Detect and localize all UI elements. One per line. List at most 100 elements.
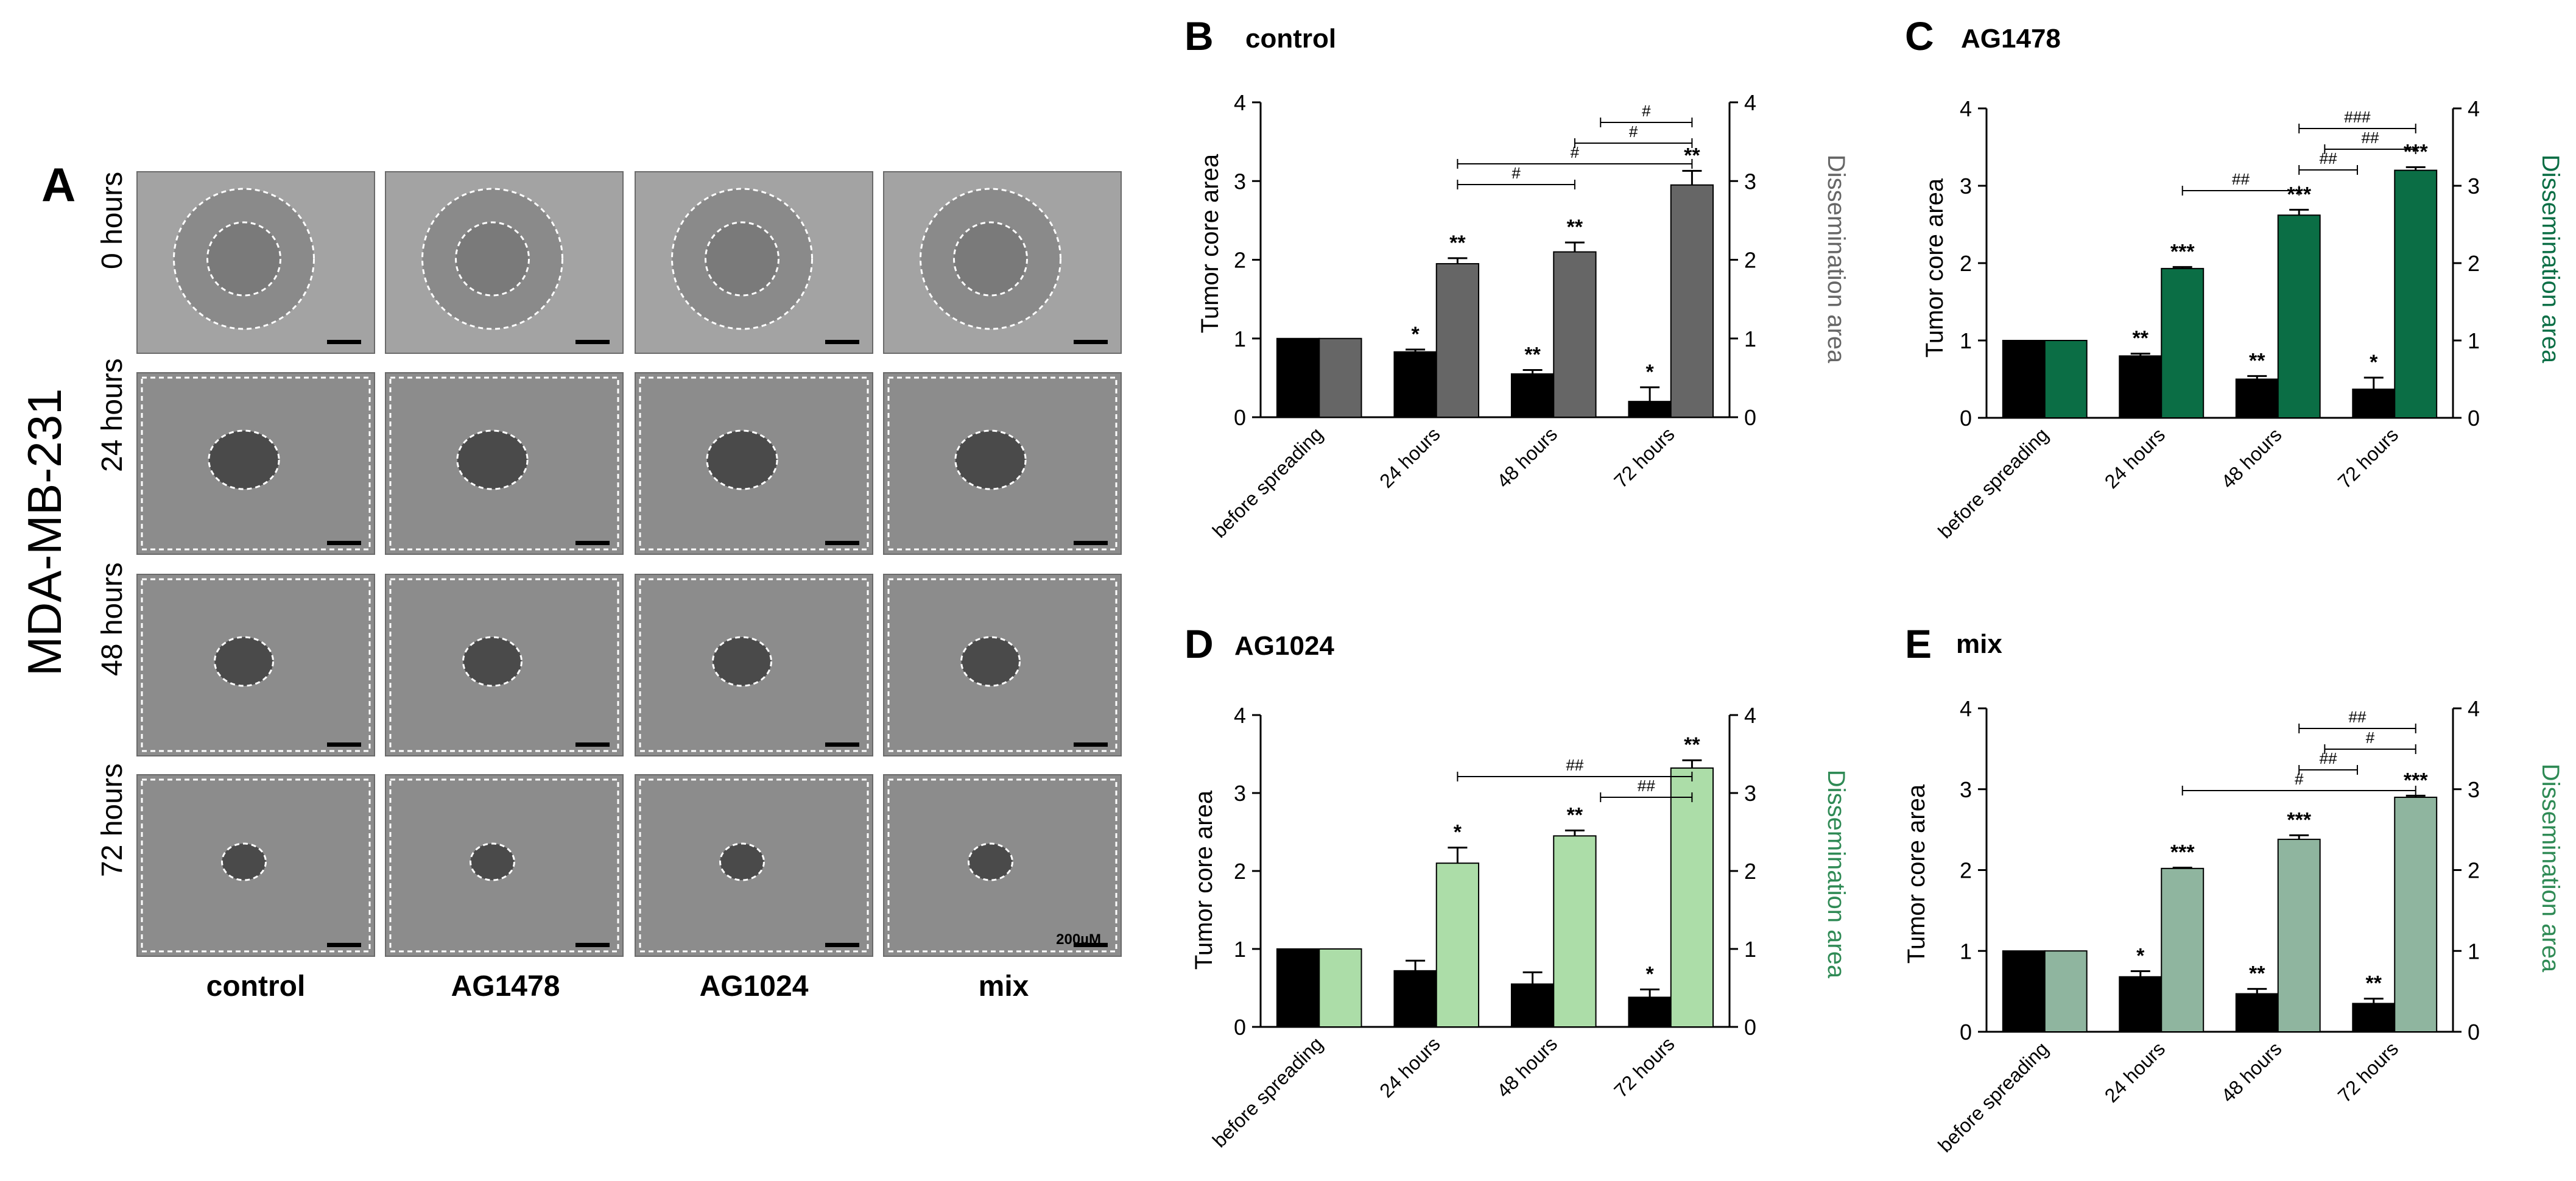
right-tick-label: 1 [1744,937,1756,962]
dissemination-bar [2161,867,2205,1032]
right-tick-label: 0 [2468,1020,2480,1045]
category-label: 48 hours [2217,423,2286,493]
panel-e-letter: E [1905,621,1932,666]
category-label: 48 hours [2217,1037,2286,1107]
row-label-48h: 48 hours [96,562,128,676]
left-tick-label: 2 [1960,858,1972,883]
cell-line-label: MDA-MB-231 [18,389,71,676]
dissemination-bar [2161,267,2205,419]
scale-bar [1074,943,1108,947]
category-label: 72 hours [2334,1037,2403,1107]
dissemination-bar [2044,340,2088,418]
panel-b-plot: 0 0 1 1 2 2 3 3 4 4 before spreading 24 hours 48 hou… [1208,90,1756,542]
tumor-core-outline [456,429,529,490]
comparison-label: # [1571,143,1580,161]
tumor-core-bar [1628,996,1672,1028]
scale-bar [327,742,361,747]
dissemination-outline [141,376,371,551]
dissemination-bar [1318,337,1362,418]
significance-star: *** [2170,841,2195,864]
right-tick-label: 4 [1744,703,1756,728]
panel-d-ylabel: Tumor core area [1191,790,1217,970]
comparison-label: ## [2349,708,2367,726]
right-tick-label: 2 [1744,248,1756,273]
left-tick-label: 0 [1234,1015,1246,1040]
micrograph-ag1024-24h [635,372,873,555]
tumor-core-bar [2119,976,2163,1032]
category-label: 24 hours [1375,423,1445,492]
right-tick-label: 2 [2468,251,2480,276]
significance-star: *** [2170,240,2195,263]
panel-d-plot: 0 0 1 1 2 2 3 3 4 4 before spreading 24 hours 48 hou… [1208,703,1756,1152]
left-tick-label: 2 [1960,251,1972,276]
category-label: before spreading [1208,1032,1327,1151]
tumor-core-outline [208,429,280,490]
dissemination-outline [141,578,371,752]
panel-b-chart: B control Tumor core area Dissemination … [1184,13,1849,542]
comparison-label: ## [2320,149,2337,167]
comparison-label: ## [1566,756,1583,774]
left-tick-label: 3 [1234,169,1246,194]
right-tick-label: 1 [2468,328,2480,353]
left-tick-label: 4 [1234,703,1246,728]
tumor-core-bar [1276,337,1320,418]
significance-star: ** [2249,962,2265,985]
row-label-24h: 24 hours [96,358,128,472]
panel-c-title: AG1478 [1961,24,2061,54]
row-label-0h: 0 hours [96,172,128,269]
significance-star: * [1454,821,1462,844]
micrograph-mix-0h [883,171,1122,354]
dissemination-bar [1435,862,1480,1028]
panel-b-letter: B [1184,13,1214,58]
micrograph-control-0h [136,171,375,354]
right-tick-label: 1 [1744,326,1756,351]
dissemination-outline [639,376,869,551]
left-tick-label: 3 [1234,781,1246,806]
micrograph-ag1024-48h [635,574,873,756]
left-tick-label: 4 [1960,696,1972,721]
significance-star: ** [2249,349,2265,372]
column-labels: control AG1478 AG1024 mix [206,970,1029,1003]
col-label-mix: mix [979,970,1029,1003]
tumor-core-bar [2002,340,2046,418]
comparison-label: # [1642,102,1651,120]
right-tick-label: 0 [1744,1015,1756,1040]
micrograph-ag1024-0h [635,171,873,354]
left-tick-label: 0 [1234,405,1246,430]
comparison-label: ## [2362,129,2379,147]
dissemination-bar [2277,214,2321,418]
left-tick-label: 0 [1960,1020,1972,1045]
category-label: before spreading [1208,423,1327,541]
panel-e-y2label: Dissemination area [2537,764,2564,973]
scale-bar [575,541,610,545]
left-tick-label: 1 [1960,939,1972,964]
significance-star: * [2370,351,2378,374]
right-tick-label: 3 [2468,777,2480,802]
category-label: 72 hours [1610,423,1679,492]
right-tick-label: 0 [2468,406,2480,431]
right-tick-label: 4 [2468,96,2480,121]
panel-b-y2label: Dissemination area [1823,155,1849,364]
panel-a-micrograph-grid: A MDA-MB-231 0 hours 24 hours 48 hours 7… [18,158,1122,1003]
col-label-ag1478: AG1478 [451,970,560,1003]
category-label: before spreading [1934,1037,2052,1156]
micrograph-cells [136,171,1122,957]
comparison-label: ## [2232,170,2250,188]
tumor-core-outline [953,221,1028,297]
panel-e-plot: 0 0 1 1 2 2 3 3 4 4 before spreading 24 hours 48 hou… [1934,696,2480,1157]
scale-bar [575,943,610,947]
dissemination-outline [389,376,619,551]
micrograph-control-48h [136,574,375,756]
significance-star: * [1645,963,1654,986]
tumor-core-bar [1510,983,1555,1028]
tumor-core-outline [705,221,779,297]
right-tick-label: 0 [1744,405,1756,430]
category-label: 72 hours [2334,423,2403,493]
dissemination-outline [887,578,1117,752]
micrograph-control-72h [136,774,375,957]
comparison-label: # [2295,770,2304,788]
left-tick-label: 2 [1234,859,1246,884]
row-labels: 0 hours 24 hours 48 hours 72 hours [96,172,128,877]
tumor-core-bar [2352,389,2396,419]
tumor-core-outline [462,636,523,687]
